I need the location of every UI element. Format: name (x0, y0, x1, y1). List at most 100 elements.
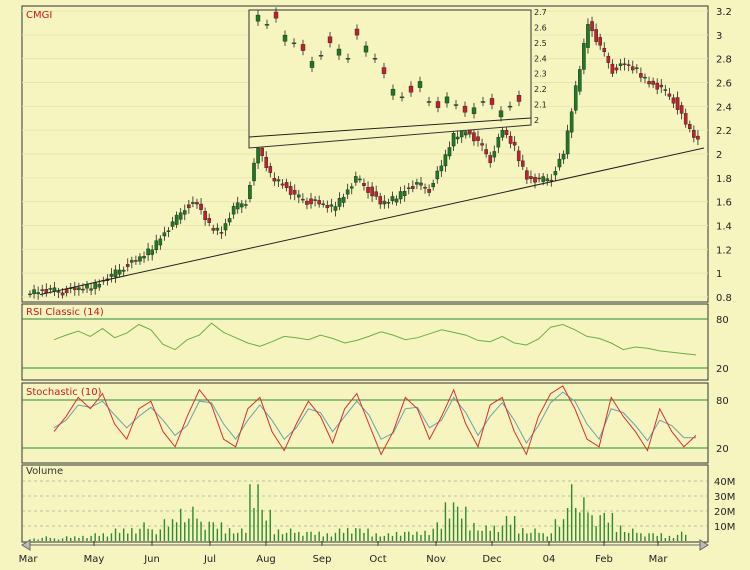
candle-body (85, 284, 89, 289)
candle-body (211, 228, 216, 231)
inset-candle-body (381, 67, 387, 74)
candle-body (476, 136, 480, 141)
x-tick-label: Jul (203, 554, 216, 565)
candle-body (557, 158, 562, 168)
volume-tick-label: 40M (714, 477, 735, 488)
stochastic-panel-frame (21, 382, 709, 464)
candle-body (138, 256, 142, 262)
volume-bar (131, 528, 133, 541)
volume-bar (334, 532, 337, 541)
volume-bar (452, 502, 455, 541)
inset-candle-body (408, 85, 414, 93)
price-grid (22, 10, 708, 298)
candle-body (81, 288, 85, 291)
inset-candle-body (282, 34, 288, 42)
candle-body (683, 113, 688, 125)
x-tick-label: Nov (426, 554, 446, 565)
candle-body (134, 260, 138, 262)
volume-bar (395, 531, 398, 541)
candle-body (40, 289, 45, 291)
volume-bar (159, 529, 162, 541)
volume-bar (277, 529, 280, 541)
inset-tick-label: 2.7 (534, 8, 547, 17)
candle-body (451, 133, 456, 147)
volume-bar (318, 531, 320, 541)
volume-bar (493, 525, 495, 541)
volume-bar (94, 533, 96, 541)
inset-panel: 2 2.1 2.2 2.3 2.4 2.5 2.6 2.7 (248, 7, 547, 149)
candle-body (643, 76, 647, 79)
x-tick-label: Jun (143, 554, 160, 565)
candle-body (569, 111, 574, 133)
candle-body (484, 149, 488, 155)
candle-body (696, 135, 700, 140)
candle-body (288, 186, 293, 195)
candle-body (195, 202, 199, 205)
candle-body (635, 67, 639, 69)
candle-body (366, 187, 370, 193)
candle-body (553, 171, 558, 176)
volume-bar (70, 537, 72, 541)
inset-candle-body (273, 11, 279, 19)
volume-bar (542, 533, 544, 541)
inset-candle-body (309, 61, 315, 68)
candle-body (178, 212, 183, 220)
candle-body (329, 204, 334, 207)
volume-bar (106, 536, 109, 541)
candle-body (354, 176, 358, 183)
candle-body (64, 289, 69, 294)
candle-body (675, 97, 680, 110)
inset-candle-body (363, 45, 369, 53)
volume-bar (652, 533, 654, 541)
candle-body (667, 93, 672, 97)
volume-bar (607, 522, 610, 541)
candle-body (142, 256, 146, 259)
inset-candle-body (426, 101, 432, 103)
candle-body (651, 80, 655, 85)
volume-bar (440, 528, 443, 541)
candle-body (655, 82, 659, 90)
volume-bar (509, 524, 512, 541)
candle-body (117, 269, 122, 275)
volume-bar (86, 538, 88, 541)
candle-body (130, 260, 134, 263)
volume-bar (375, 533, 377, 541)
price-tick-label: 3 (716, 31, 722, 42)
inset-candle-body (516, 95, 522, 102)
candle-body (182, 210, 187, 215)
candle-body (48, 288, 53, 290)
volume-bar (346, 528, 349, 541)
volume-bar (326, 533, 329, 541)
candle-body (390, 196, 395, 202)
volume-bar (298, 531, 300, 541)
candle-body (113, 269, 118, 278)
inset-candles (255, 7, 522, 122)
volume-bar (660, 533, 662, 541)
volume-bar (595, 526, 597, 541)
volume-bar (403, 531, 406, 541)
volume-bar (110, 533, 113, 541)
x-axis: Mar May Jun Jul Aug Sep Oct Nov Dec 04 Feb Mar (19, 541, 708, 565)
candle-body (679, 105, 684, 114)
volume-bar (465, 506, 467, 541)
scroll-left-arrow[interactable] (21, 539, 31, 551)
scroll-right-arrow[interactable] (699, 539, 709, 551)
candle-body (317, 200, 321, 205)
x-tick-label: Sep (313, 554, 332, 565)
volume-grid: 10M 20M 30M 40M (22, 477, 735, 533)
volume-bar (664, 538, 667, 541)
volume-bar (249, 484, 251, 541)
volume-bar (680, 531, 683, 541)
candle-body (97, 283, 102, 288)
candle-body (459, 130, 464, 138)
volume-bar (538, 532, 540, 541)
candle-body (203, 210, 207, 220)
volume-bar (619, 525, 622, 541)
candle-body (125, 264, 130, 267)
candle-body (561, 153, 566, 160)
stochastic-k-line (53, 385, 697, 456)
candle-body (639, 73, 643, 78)
volume-bar (587, 512, 589, 541)
candle-body (109, 273, 114, 277)
volume-bar (591, 515, 593, 541)
